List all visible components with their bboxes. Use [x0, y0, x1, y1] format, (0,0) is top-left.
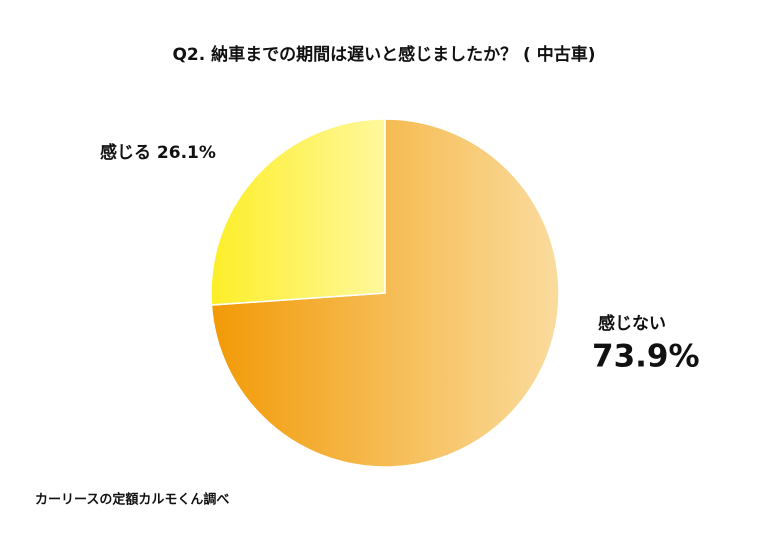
- category-label: 感じる: [100, 142, 151, 163]
- category-label: 感じない: [598, 313, 666, 334]
- value-label: 73.9%: [592, 339, 700, 375]
- chart-title: Q2. 納車までの期間は遅いと感じましたか？ ( 中古車): [172, 44, 595, 65]
- value-label: 26.1%: [157, 143, 216, 163]
- pie: [210, 118, 560, 468]
- source-note: カーリースの定額カルモくん調べ: [35, 492, 229, 508]
- slice-label: 感じる 26.1%: [100, 142, 216, 163]
- pie-slice: [210, 118, 386, 306]
